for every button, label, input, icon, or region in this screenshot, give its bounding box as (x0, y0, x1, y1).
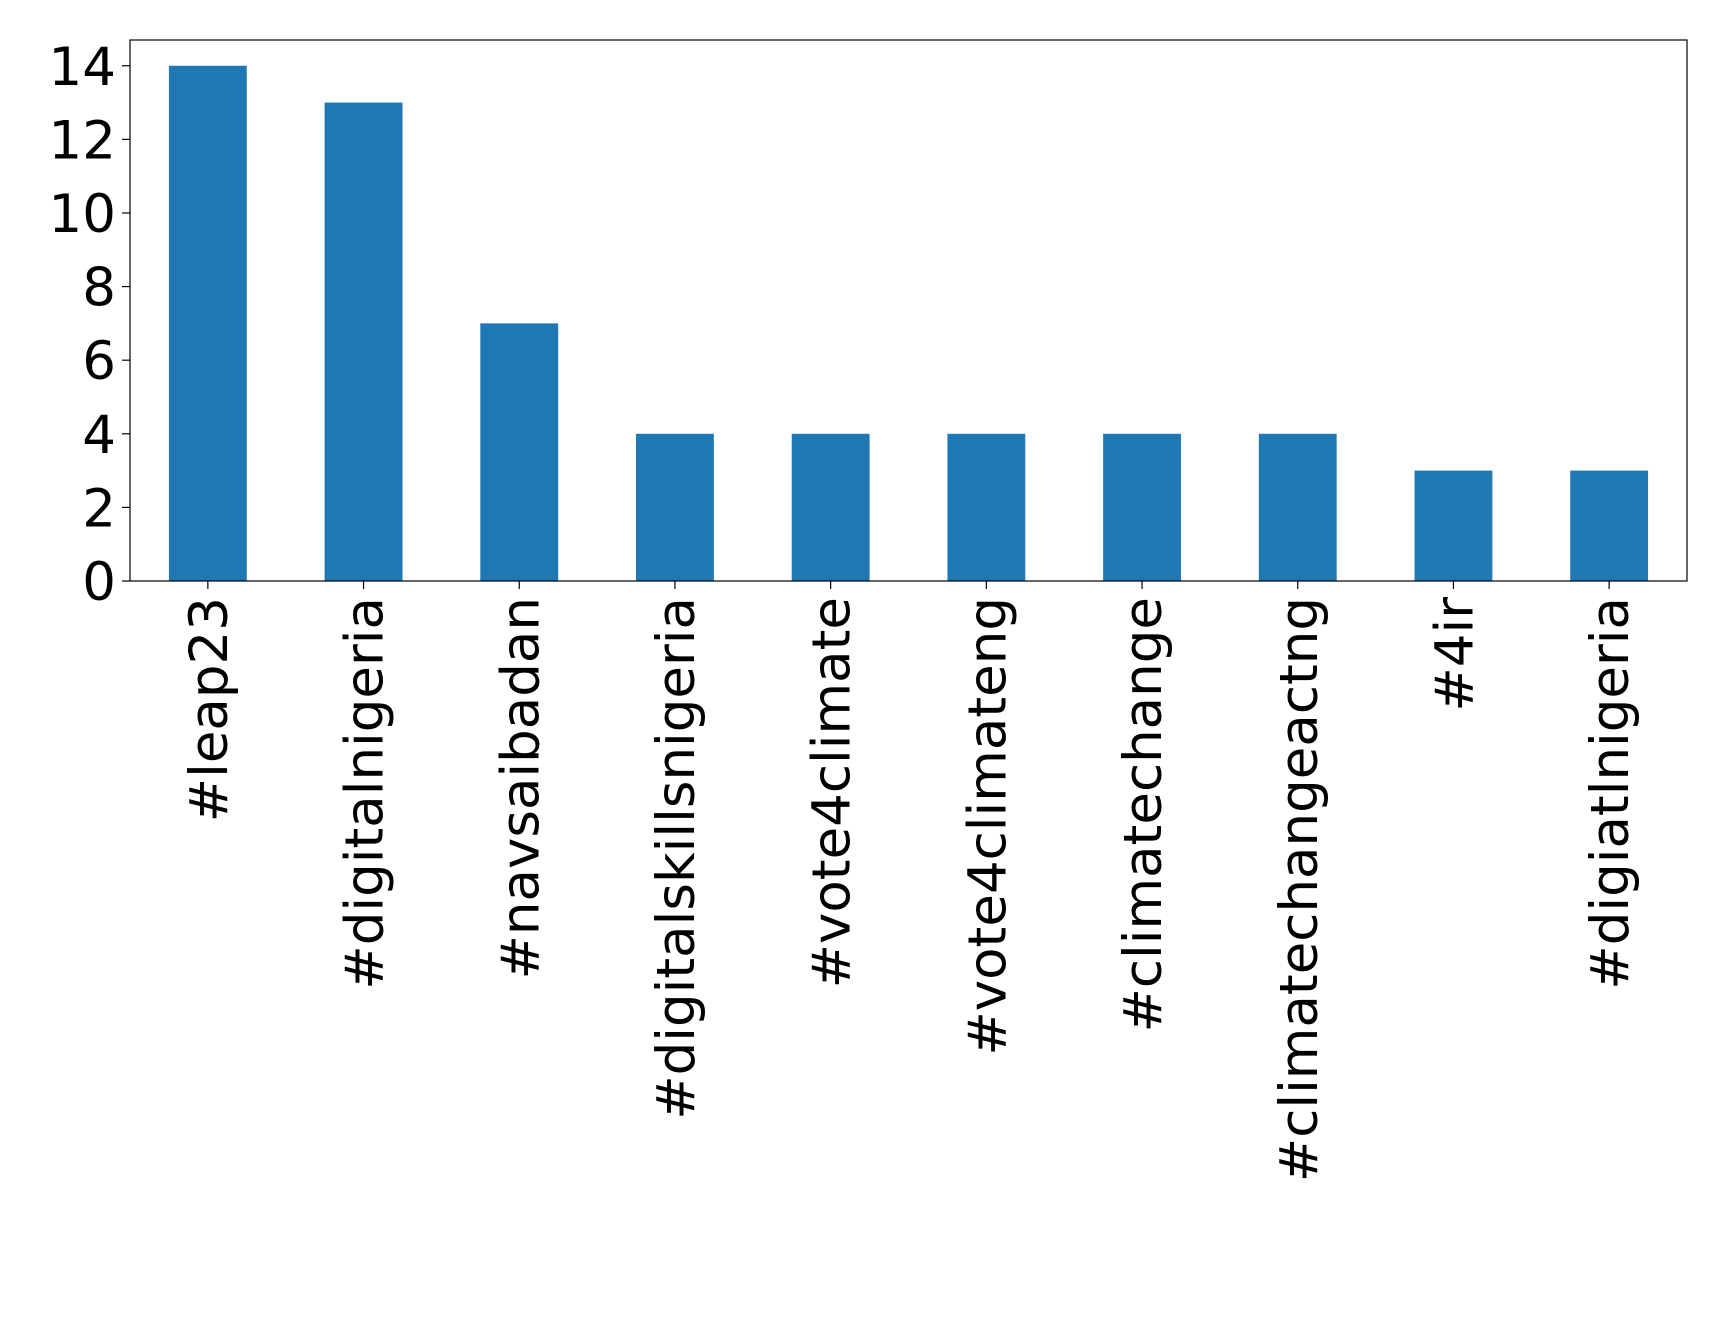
bar (636, 433, 714, 581)
x-tick-label: #digiatlnigeria (1580, 597, 1641, 990)
x-tick-label: #climatechange (1113, 597, 1174, 1033)
x-tick-label: #4ir (1424, 597, 1485, 712)
y-tick-label: 4 (82, 405, 116, 466)
x-tick-label: #vote4climateng (957, 597, 1018, 1056)
y-tick-label: 14 (49, 37, 116, 98)
y-tick-label: 8 (82, 258, 116, 319)
x-tick-label: #digitalnigeria (335, 597, 396, 990)
y-tick-label: 12 (49, 110, 116, 171)
y-tick-label: 10 (49, 184, 116, 245)
bar (1258, 433, 1337, 581)
x-tick-label: #vote4climate (802, 597, 863, 988)
y-tick-label: 0 (82, 552, 116, 613)
plot-frame (129, 39, 1688, 582)
bar (168, 65, 247, 581)
bar (1103, 433, 1181, 581)
bar (791, 433, 870, 581)
bar (324, 102, 403, 581)
bar (1570, 470, 1649, 581)
bar (480, 323, 559, 581)
x-tick-label: #digitalskillsnigeria (646, 597, 707, 1120)
y-tick-label: 6 (82, 331, 116, 392)
x-tick-label: #navsaibadan (490, 597, 551, 980)
bar (1414, 470, 1493, 581)
bar (947, 433, 1026, 581)
y-tick-label: 2 (82, 478, 116, 539)
x-tick-label: #climatechangeactng (1269, 597, 1330, 1182)
x-tick-label: #leap23 (179, 597, 240, 822)
